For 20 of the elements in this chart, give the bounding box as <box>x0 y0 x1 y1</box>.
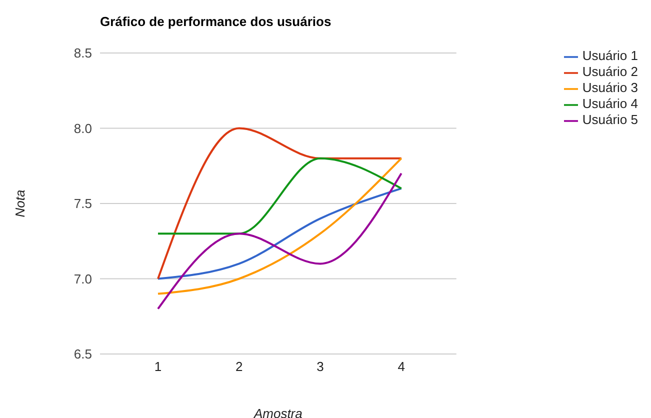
y-tick-label: 7.5 <box>74 196 92 212</box>
x-tick-label: 4 <box>398 359 405 374</box>
x-tick-label: 3 <box>316 359 324 374</box>
y-tick-label: 8.0 <box>74 120 92 136</box>
legend-label: Usuário 1 <box>582 48 638 63</box>
line-series <box>157 187 402 280</box>
chart-title: Gráfico de performance dos usuários <box>100 14 332 29</box>
y-tick-label: 8.5 <box>74 46 92 61</box>
x-axis-title: Amostra <box>252 406 302 418</box>
y-tick-label: 7.0 <box>74 271 92 286</box>
x-tick-label: 1 <box>154 359 162 374</box>
y-tick-label: 6.5 <box>74 346 92 362</box>
legend-label: Usuário 5 <box>582 112 638 127</box>
legend-label: Usuário 4 <box>582 96 638 111</box>
line-series <box>157 157 402 295</box>
legend-label: Usuário 3 <box>582 80 638 95</box>
line-series <box>157 172 402 310</box>
x-tick-label: 2 <box>236 359 243 374</box>
y-axis-title: Nota <box>12 190 28 218</box>
legend-label: Usuário 2 <box>582 64 638 79</box>
